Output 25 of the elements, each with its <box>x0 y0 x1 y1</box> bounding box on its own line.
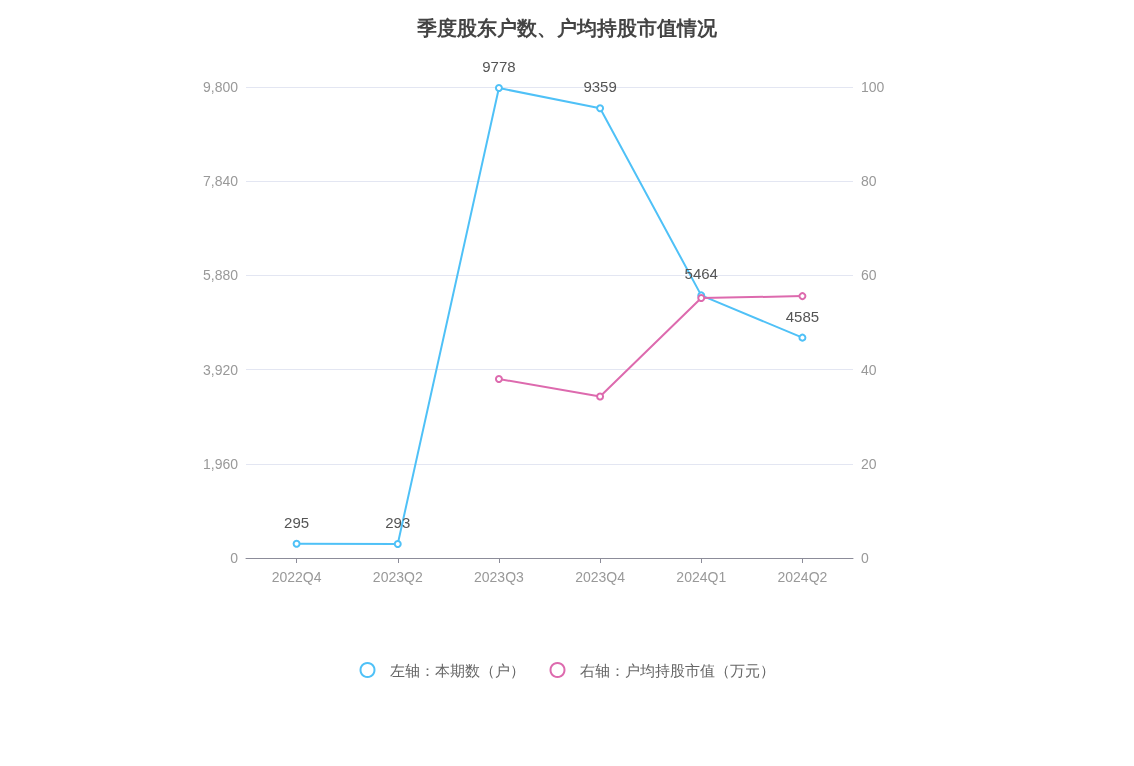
data-label: 4585 <box>785 307 820 325</box>
data-label: 9778 <box>482 58 516 76</box>
x-tick-label: 2023Q3 <box>474 569 525 585</box>
y-tick-label: 5,880 <box>202 267 239 284</box>
x-tick-label: 2024Q2 <box>777 569 828 585</box>
data-label: 295 <box>284 513 310 531</box>
y-tick-label: 1,960 <box>202 455 239 472</box>
y2-tick-label: 40 <box>861 361 877 378</box>
y-tick-label: 7,840 <box>202 173 239 190</box>
chart-title: 季度股东户数、户均持股市值情况 <box>416 17 718 39</box>
y2-tick-label: 60 <box>861 267 877 284</box>
x-tick-label: 2023Q4 <box>575 569 626 585</box>
y2-tick-label: 20 <box>861 455 877 472</box>
x-tick-label: 2022Q4 <box>271 569 322 585</box>
legend-label: 右轴：户均持股市值（万元） <box>579 661 775 679</box>
y2-tick-label: 80 <box>861 173 877 190</box>
x-tick-label: 2024Q1 <box>676 569 727 585</box>
x-tick-label: 2023Q2 <box>372 569 423 585</box>
y-tick-label: 0 <box>230 550 239 566</box>
y2-tick-label: 0 <box>861 550 869 566</box>
data-label: 9359 <box>583 78 617 96</box>
y-tick-label: 9,800 <box>202 79 239 95</box>
y-tick-label: 3,920 <box>202 361 239 378</box>
y2-tick-label: 100 <box>861 79 885 95</box>
legend-label: 左轴：本期数（户） <box>389 661 525 679</box>
